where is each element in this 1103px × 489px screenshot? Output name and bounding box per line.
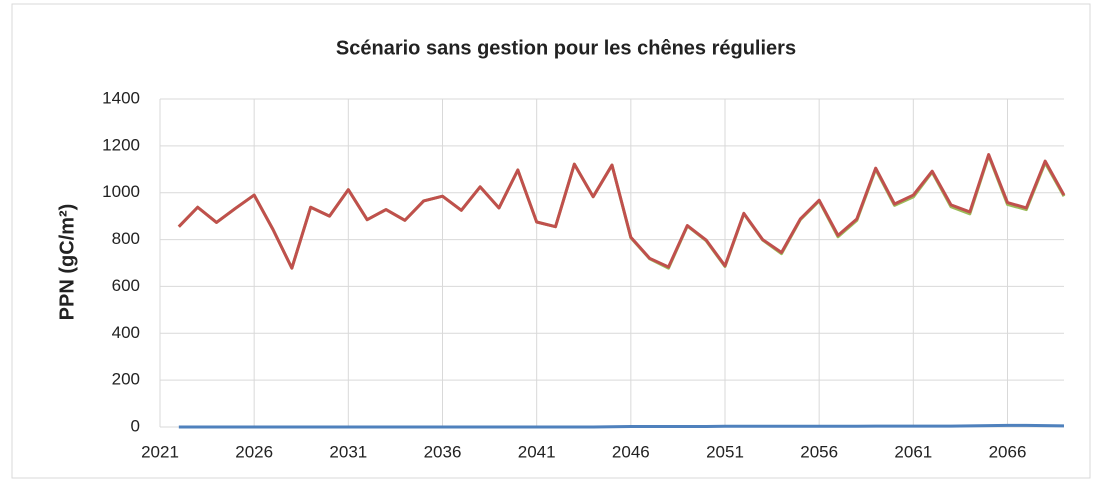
series-line xyxy=(178,423,1065,429)
y-tick-label: 0 xyxy=(131,416,140,435)
y-tick-label: 1200 xyxy=(102,135,140,154)
x-tick-label: 2021 xyxy=(141,442,179,461)
x-tick-label: 2056 xyxy=(800,442,838,461)
y-tick-label: 1000 xyxy=(102,182,140,201)
x-tick-label: 2066 xyxy=(989,442,1027,461)
x-tick-label: 2031 xyxy=(329,442,367,461)
y-tick-label: 800 xyxy=(112,229,140,248)
x-tick-label: 2046 xyxy=(612,442,650,461)
y-tick-label: 1400 xyxy=(102,88,140,107)
series-line xyxy=(177,153,1066,270)
y-tick-label: 600 xyxy=(112,276,140,295)
x-tick-label: 2026 xyxy=(235,442,273,461)
x-tick-label: 2036 xyxy=(424,442,462,461)
x-tick-label: 2061 xyxy=(894,442,932,461)
chart-title: Scénario sans gestion pour les chênes ré… xyxy=(336,37,796,59)
x-tick-label: 2051 xyxy=(706,442,744,461)
y-tick-label: 200 xyxy=(112,370,140,389)
x-tick-label: 2041 xyxy=(518,442,556,461)
chart-frame xyxy=(11,3,1091,479)
y-axis-label: PPN (gC/m²) xyxy=(56,204,78,321)
y-tick-label: 400 xyxy=(112,323,140,342)
